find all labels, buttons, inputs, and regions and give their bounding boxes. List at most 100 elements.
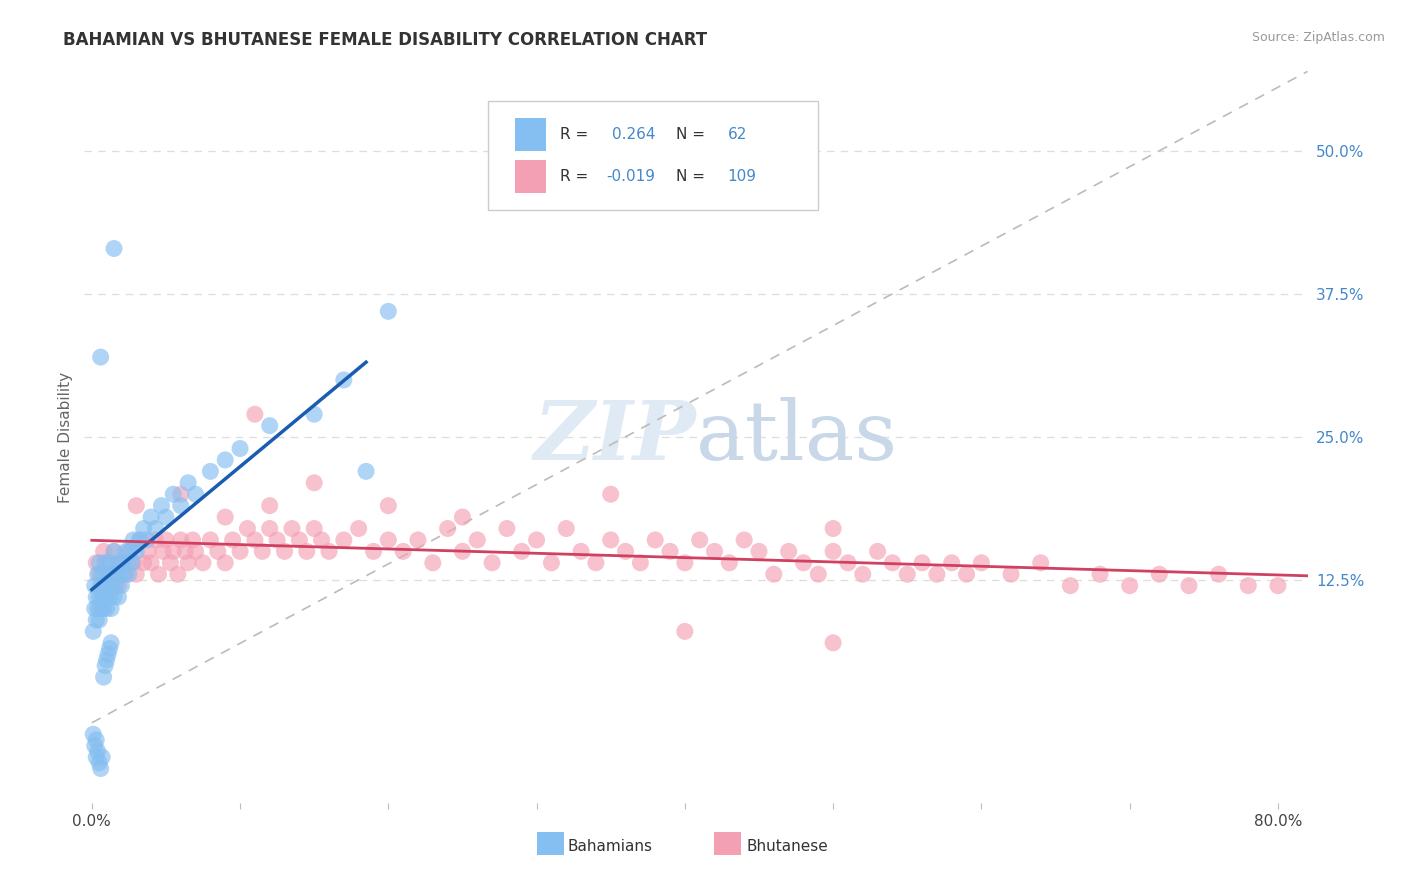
Point [120, 544, 142, 558]
Point [170, 533, 193, 547]
Point [925, 567, 948, 582]
Point [236, 521, 259, 535]
Point [200, 464, 222, 478]
Point [599, 533, 621, 547]
Point [302, 521, 325, 535]
Point [82, 624, 104, 639]
Point [94, 658, 117, 673]
Point [112, 567, 135, 582]
Point [152, 544, 174, 558]
Point [823, 544, 845, 558]
Text: Bhutanese: Bhutanese [747, 839, 828, 855]
Point [125, 544, 148, 558]
Point [148, 567, 170, 582]
Point [83, 579, 105, 593]
Point [91, 590, 114, 604]
Point [266, 533, 288, 547]
Point [644, 533, 666, 547]
Y-axis label: Female Disability: Female Disability [58, 371, 73, 503]
Point [1237, 579, 1260, 593]
Point [108, 567, 131, 582]
Point [100, 636, 122, 650]
Point [162, 544, 184, 558]
Point [118, 544, 141, 558]
Point [281, 521, 304, 535]
Point [107, 579, 129, 593]
Point [837, 556, 859, 570]
Point [93, 544, 115, 558]
Point [97, 579, 120, 593]
Point [689, 533, 711, 547]
Point [214, 556, 236, 570]
Point [83, 739, 105, 753]
Point [96, 556, 118, 570]
Point [866, 544, 889, 558]
Point [150, 499, 173, 513]
Point [377, 499, 399, 513]
Point [177, 556, 200, 570]
Point [762, 567, 785, 582]
Point [103, 544, 125, 558]
Point [347, 521, 370, 535]
Point [1000, 567, 1022, 582]
Point [177, 475, 200, 490]
Point [673, 556, 696, 570]
Point [207, 544, 229, 558]
Point [311, 533, 333, 547]
Point [302, 475, 325, 490]
Point [145, 533, 167, 547]
Point [628, 556, 651, 570]
Point [90, 601, 112, 615]
Point [733, 533, 755, 547]
Point [1088, 567, 1111, 582]
Text: Bahamians: Bahamians [568, 839, 652, 855]
Point [823, 636, 845, 650]
FancyBboxPatch shape [488, 101, 818, 211]
Point [110, 579, 132, 593]
Point [970, 556, 993, 570]
Point [101, 579, 124, 593]
Point [510, 544, 533, 558]
Point [125, 499, 148, 513]
Point [94, 556, 117, 570]
Point [86, 601, 108, 615]
Point [90, 350, 112, 364]
Point [941, 556, 963, 570]
Point [128, 533, 150, 547]
Point [882, 556, 904, 570]
Point [659, 544, 682, 558]
Point [103, 544, 125, 558]
Point [159, 556, 181, 570]
Point [1208, 567, 1230, 582]
Point [139, 556, 162, 570]
Point [748, 544, 770, 558]
Point [599, 487, 621, 501]
Point [107, 590, 129, 604]
Point [110, 556, 132, 570]
Point [200, 533, 222, 547]
Point [97, 647, 120, 661]
Point [229, 544, 252, 558]
FancyBboxPatch shape [714, 832, 741, 855]
Point [145, 521, 167, 535]
Point [302, 407, 325, 421]
Point [98, 641, 121, 656]
Point [90, 762, 112, 776]
FancyBboxPatch shape [515, 160, 546, 193]
Text: N =: N = [676, 127, 710, 142]
Point [436, 521, 458, 535]
Point [243, 533, 266, 547]
Text: N =: N = [676, 169, 710, 184]
Text: R =: R = [560, 127, 593, 142]
Point [91, 750, 114, 764]
Point [295, 544, 318, 558]
Text: ZIP: ZIP [533, 397, 696, 477]
Point [83, 601, 105, 615]
Point [481, 556, 503, 570]
Text: Source: ZipAtlas.com: Source: ZipAtlas.com [1251, 31, 1385, 45]
Point [363, 544, 385, 558]
Point [100, 601, 122, 615]
Point [84, 556, 107, 570]
Point [214, 453, 236, 467]
Point [91, 567, 114, 582]
